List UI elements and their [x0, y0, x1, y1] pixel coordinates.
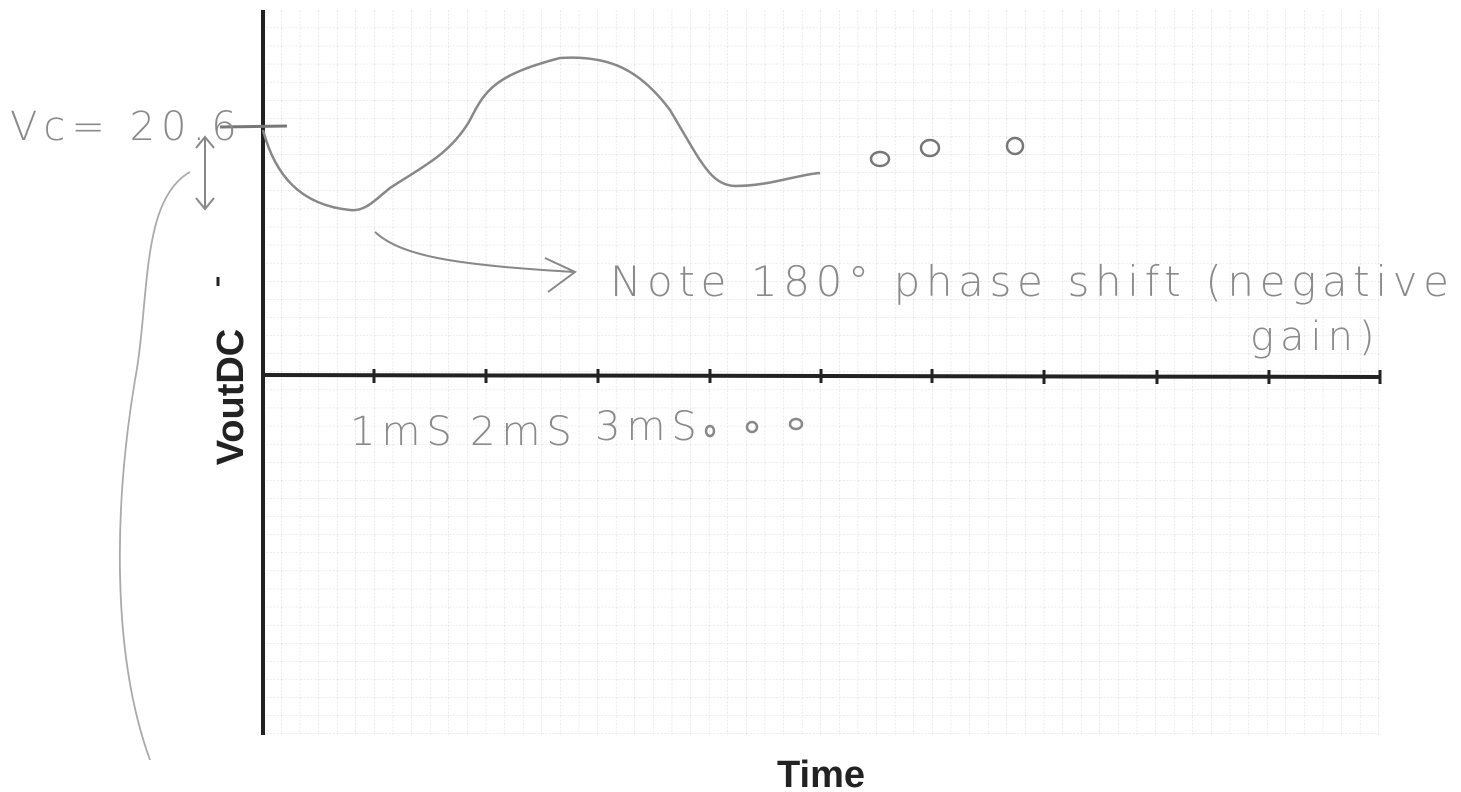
note-line: Note 180° phase shift (negative — [610, 257, 1455, 306]
vc-annotation: Vc= 20.6 — [10, 104, 243, 150]
x-tick-label: 3mS — [595, 404, 703, 450]
x-tick-label: 2mS — [470, 409, 578, 455]
page: Vc= 20.6 Note 180° phase shift (negative… — [0, 0, 1461, 792]
x-tick-label: 1mS — [350, 409, 458, 455]
x-axis-label: Time — [777, 754, 865, 792]
graph-paper: Vc= 20.6 Note 180° phase shift (negative… — [0, 0, 1461, 792]
note-line: gain) — [1250, 314, 1381, 360]
leader-line — [120, 172, 190, 760]
y-axis-label: VoutDC — [210, 329, 252, 466]
